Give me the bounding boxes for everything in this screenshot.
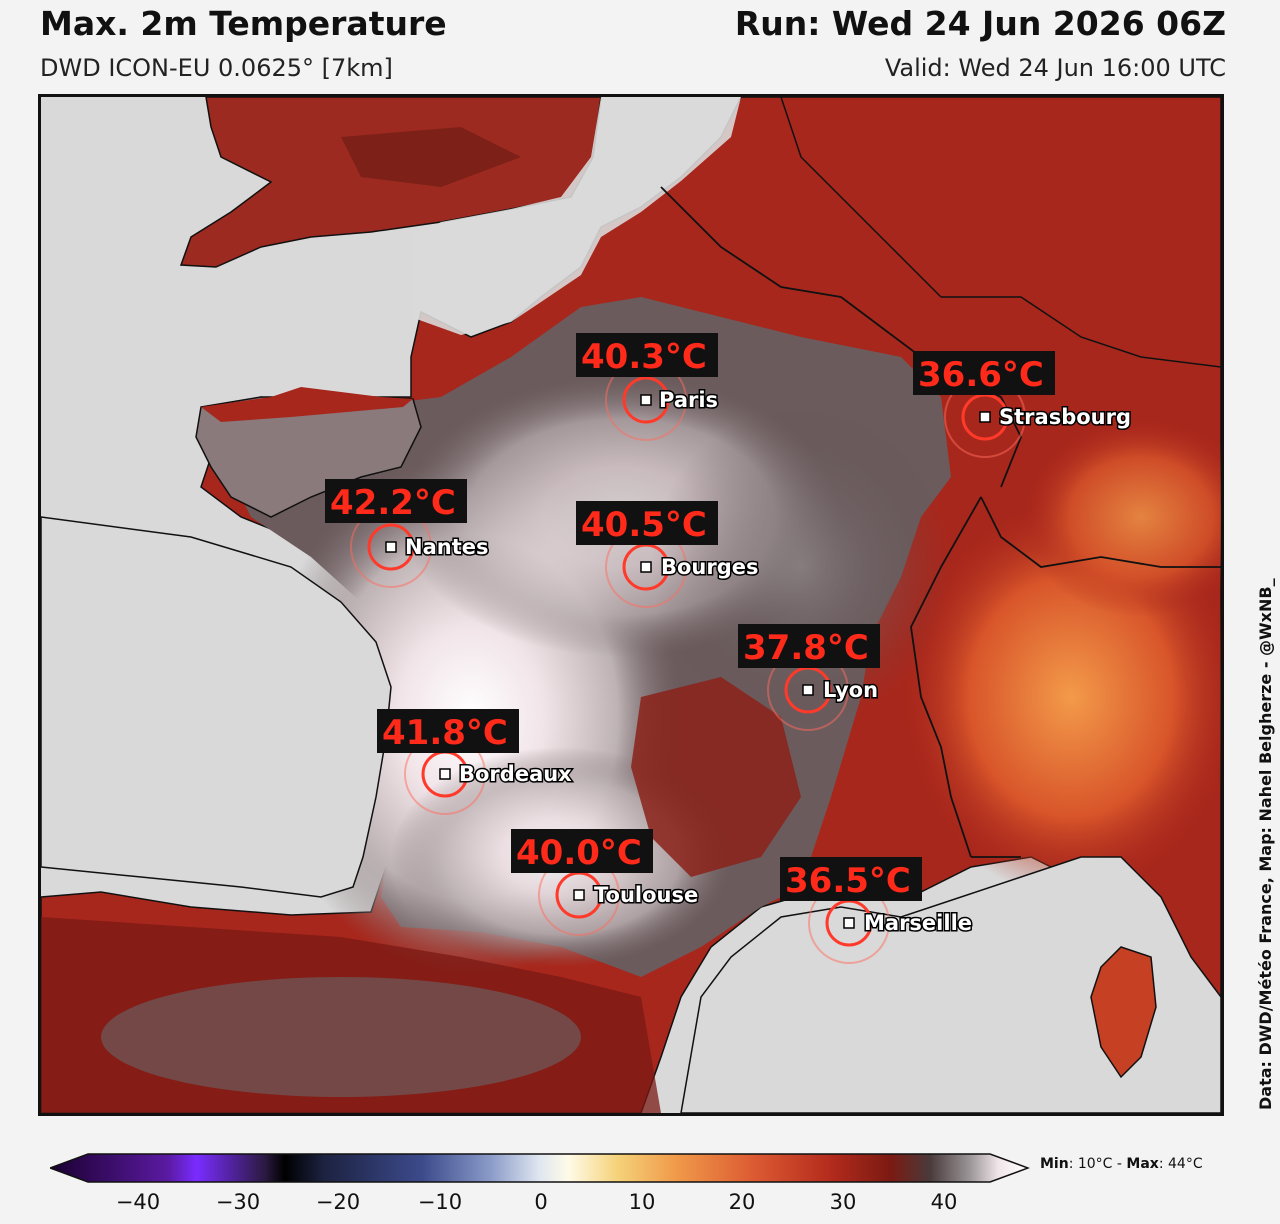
max-label: Max — [1126, 1156, 1159, 1172]
temp-label-nantes: 42.2°C — [330, 483, 456, 523]
cbar-tick: −20 — [315, 1190, 361, 1214]
city-marseille[interactable]: 36.5°C Marseille — [780, 857, 974, 964]
temp-label-bordeaux: 41.8°C — [382, 713, 508, 753]
temp-label-strasbourg: 36.6°C — [918, 355, 1044, 395]
city-bordeaux[interactable]: 41.8°C Bordeaux — [377, 709, 574, 815]
map-title: Max. 2m Temperature — [40, 4, 447, 43]
cbar-tick: −30 — [215, 1190, 261, 1214]
mediterranean-sea — [680, 856, 1221, 1113]
city-label-bourges: Bourges — [661, 555, 759, 579]
cbar-tick: 20 — [728, 1190, 756, 1214]
max-value: : 44°C — [1158, 1156, 1203, 1172]
bay-of-biscay — [41, 516, 392, 898]
cbar-tick: 30 — [829, 1190, 857, 1214]
temp-label-toulouse: 40.0°C — [516, 833, 642, 873]
cbar-tick: 40 — [930, 1190, 958, 1214]
city-label-bordeaux: Bordeaux — [459, 762, 572, 786]
temperature-map: 40.3°C Paris 36.6°C Strasbourg 42.2°C Na… — [38, 94, 1224, 1116]
city-label-paris: Paris — [659, 388, 718, 412]
cbar-tick: 0 — [534, 1190, 548, 1214]
data-credit: Data: DWD/Météo France, Map: Nahel Belgh… — [1256, 578, 1275, 1110]
city-nantes[interactable]: 42.2°C Nantes — [325, 479, 490, 588]
min-value: : 10°C - — [1068, 1156, 1127, 1172]
min-label: Min — [1040, 1156, 1069, 1172]
temp-label-lyon: 37.8°C — [743, 628, 869, 668]
corsica — [1090, 946, 1157, 1079]
model-name: DWD ICON-EU 0.0625° [7km] — [40, 54, 393, 82]
min-max-readout: Min: 10°C - Max: 44°C — [1040, 1156, 1203, 1172]
city-label-nantes: Nantes — [405, 535, 488, 559]
temperature-colorbar — [50, 1153, 1030, 1183]
temp-label-paris: 40.3°C — [581, 337, 707, 377]
cbar-tick: 10 — [628, 1190, 656, 1214]
city-toulouse[interactable]: 40.0°C Toulouse — [511, 829, 700, 936]
country-borders — [660, 186, 1221, 858]
valid-time: Valid: Wed 24 Jun 16:00 UTC — [884, 54, 1226, 82]
city-bourges[interactable]: 40.5°C Bourges — [576, 501, 760, 608]
city-label-marseille: Marseille — [864, 911, 972, 935]
city-label-toulouse: Toulouse — [594, 883, 698, 907]
city-strasbourg[interactable]: 36.6°C Strasbourg — [913, 351, 1133, 458]
city-label-lyon: Lyon — [823, 678, 878, 702]
city-label-strasbourg: Strasbourg — [999, 405, 1131, 429]
cbar-tick: −10 — [417, 1190, 463, 1214]
run-time: Run: Wed 24 Jun 2026 06Z — [734, 4, 1226, 43]
city-paris[interactable]: 40.3°C Paris — [576, 333, 720, 441]
city-lyon[interactable]: 37.8°C Lyon — [738, 624, 880, 731]
map-canvas: 40.3°C Paris 36.6°C Strasbourg 42.2°C Na… — [41, 97, 1221, 1113]
temp-label-bourges: 40.5°C — [581, 505, 707, 545]
temp-label-marseille: 36.5°C — [785, 861, 911, 901]
cbar-tick: −40 — [115, 1190, 161, 1214]
